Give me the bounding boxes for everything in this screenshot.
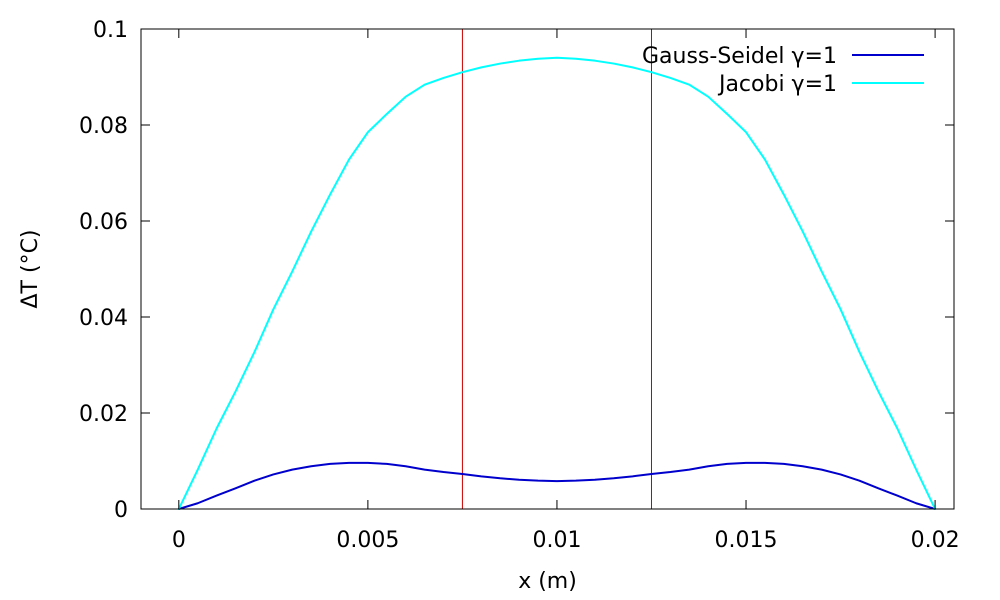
legend-label-2: Jacobi γ=1 — [717, 72, 837, 97]
y-tick-label: 0.1 — [93, 18, 128, 43]
series-line-2 — [177, 56, 937, 510]
x-tick-label: 0.005 — [336, 528, 399, 553]
legend: Gauss-Seidel γ=1 Jacobi γ=1 — [642, 44, 924, 97]
x-axis-label: x (m) — [518, 569, 577, 594]
reference-lines — [461, 29, 652, 509]
y-tick-label: 0 — [114, 498, 128, 523]
x-tick-label: 0.015 — [715, 528, 778, 553]
y-axis: 0 0.02 0.04 0.06 0.08 0.1 — [79, 18, 954, 523]
x-tick-label: 0 — [172, 528, 186, 553]
y-tick-label: 0.04 — [79, 306, 128, 331]
y-tick-label: 0.08 — [79, 114, 128, 139]
y-axis-label: ΔT (°C) — [18, 229, 43, 308]
series-layer — [177, 56, 937, 510]
x-axis: 0 0.005 0.01 0.015 0.02 — [172, 29, 960, 553]
series-line-1 — [177, 461, 937, 510]
x-tick-label: 0.01 — [532, 528, 581, 553]
y-tick-label: 0.02 — [79, 402, 128, 427]
legend-label-1: Gauss-Seidel γ=1 — [642, 44, 837, 69]
plot-frame — [140, 28, 955, 510]
y-tick-label: 0.06 — [79, 210, 128, 235]
x-tick-label: 0.02 — [911, 528, 960, 553]
